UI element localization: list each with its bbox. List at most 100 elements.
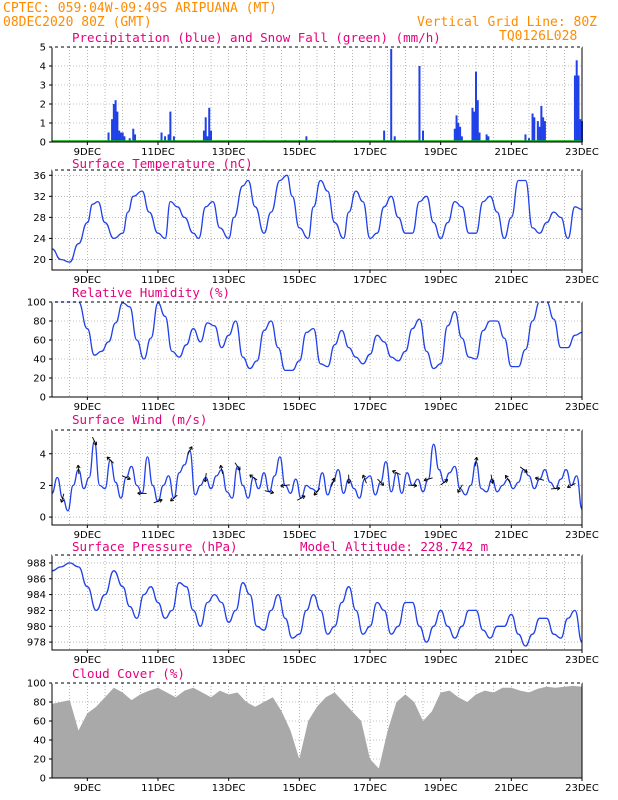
y-tick-label: 24 — [33, 234, 46, 245]
precip-bar — [575, 60, 578, 142]
wind-arrow-head — [170, 497, 175, 502]
precip-bar — [422, 130, 424, 142]
precip-bar — [542, 117, 545, 142]
precip-bar — [202, 130, 205, 142]
wind-arrow-head — [362, 474, 367, 479]
x-tick-label: 17DEC — [353, 275, 387, 286]
wind-arrow — [423, 477, 433, 481]
x-tick-label: 17DEC — [353, 783, 387, 794]
wind-arrow — [264, 490, 274, 494]
wind-arrow-head — [566, 484, 571, 489]
precip-bar — [475, 71, 477, 142]
wind-arrow-head — [392, 470, 396, 475]
precip-bar — [473, 111, 476, 142]
x-tick-label: 9DEC — [74, 402, 101, 413]
model-altitude-annotation: Model Altitude: 228.742 m — [300, 539, 488, 554]
precip-bar — [116, 111, 119, 142]
x-tick-label: 21DEC — [494, 783, 528, 794]
y-tick-label: 100 — [27, 298, 46, 309]
precip-bar — [118, 130, 121, 142]
wind-arrow-head — [490, 480, 495, 484]
precip-bar — [390, 48, 393, 142]
y-tick-label: 80 — [33, 317, 46, 328]
x-tick-label: 19DEC — [424, 402, 458, 413]
x-tick-label: 19DEC — [424, 147, 458, 158]
wind-arrow-head — [423, 477, 428, 482]
y-tick-label: 988 — [27, 558, 46, 569]
wind-arrow-head — [219, 464, 224, 469]
x-tick-label: 17DEC — [353, 402, 387, 413]
y-tick-label: 40 — [33, 355, 46, 366]
wind-panel: 0 2 4 9DEC 11DEC 13DEC 15DEC 17DEC 19DEC 21DEC 23D… — [40, 412, 599, 541]
precip-bar — [540, 105, 543, 142]
precip-bar — [167, 134, 170, 142]
wind-arrow-head — [76, 464, 81, 469]
precip-bar — [305, 136, 308, 142]
pressure-title: Surface Pressure (hPa) — [72, 539, 238, 554]
y-tick-label: 986 — [27, 574, 46, 585]
temp-title: Surface Temperature (nC) — [72, 156, 253, 171]
wind-arrow — [550, 487, 561, 490]
precip-bar — [112, 104, 115, 142]
precip-bar — [531, 113, 534, 142]
precip-bar — [485, 134, 488, 142]
precip-bar — [457, 123, 460, 142]
precip-bar — [393, 136, 396, 142]
wind-arrow — [92, 436, 97, 446]
precip-bar — [169, 111, 172, 142]
wind-arrow-head — [249, 474, 254, 479]
precip-bar — [172, 136, 175, 142]
precip-bar — [579, 119, 582, 142]
wind-arrow-head — [270, 490, 274, 495]
pressure-panel: 978 980 982 984 986 988 9DEC 11DEC 13DEC 15DEC 17D… — [27, 539, 599, 666]
x-tick-label: 13DEC — [212, 783, 246, 794]
precip-bar — [471, 107, 474, 142]
header-code: TQ0126L028 — [499, 29, 577, 44]
wind-arrow — [204, 472, 207, 483]
y-tick-label: 1 — [40, 119, 46, 130]
y-tick-label: 0 — [40, 393, 46, 404]
x-tick-label: 9DEC — [74, 783, 101, 794]
y-tick-label: 0 — [40, 513, 46, 524]
precip-bar — [536, 121, 539, 142]
y-tick-label: 5 — [40, 43, 46, 54]
x-tick-label: 11DEC — [141, 275, 175, 286]
wind-arrow-head — [93, 441, 98, 446]
y-tick-label: 3 — [40, 81, 46, 92]
x-tick-label: 23DEC — [565, 275, 599, 286]
wind-arrow — [331, 477, 335, 487]
x-tick-label: 15DEC — [282, 530, 316, 541]
wind-arrow — [187, 446, 193, 455]
x-tick-label: 19DEC — [424, 783, 458, 794]
x-tick-label: 13DEC — [212, 530, 246, 541]
precip-bar — [208, 107, 211, 142]
x-tick-label: 9DEC — [74, 275, 101, 286]
wind-arrow — [440, 479, 449, 486]
precip-bar — [204, 117, 207, 142]
wind-arrow-head — [444, 479, 449, 483]
x-tick-label: 15DEC — [282, 783, 316, 794]
wind-arrow-head — [380, 481, 385, 486]
x-tick-label: 15DEC — [282, 655, 316, 666]
precip-bar — [459, 126, 462, 142]
precip-bar — [460, 136, 463, 142]
y-tick-label: 60 — [33, 717, 46, 728]
x-tick-label: 11DEC — [141, 530, 175, 541]
header-run-date: 08DEC2020 80Z (GMT) — [3, 15, 152, 30]
precip-bar — [538, 126, 541, 142]
wind-arrow — [490, 474, 494, 484]
wind-arrow — [249, 474, 258, 481]
panels-container: 0 1 2 3 4 5 9DEC 11DEC 13DEC 15DEC 17DEC 19DEC 21DEC… — [27, 30, 599, 794]
wind-arrow-head — [60, 498, 65, 503]
x-tick-label: 19DEC — [424, 275, 458, 286]
wind-arrow — [377, 478, 385, 486]
y-tick-label: 2 — [40, 100, 46, 111]
wind-arrow — [170, 494, 178, 502]
x-tick-label: 17DEC — [353, 147, 387, 158]
x-tick-label: 13DEC — [212, 655, 246, 666]
y-tick-label: 32 — [33, 192, 46, 203]
precip-bar — [132, 128, 135, 142]
x-tick-label: 9DEC — [74, 530, 101, 541]
precip-bar — [128, 138, 131, 142]
